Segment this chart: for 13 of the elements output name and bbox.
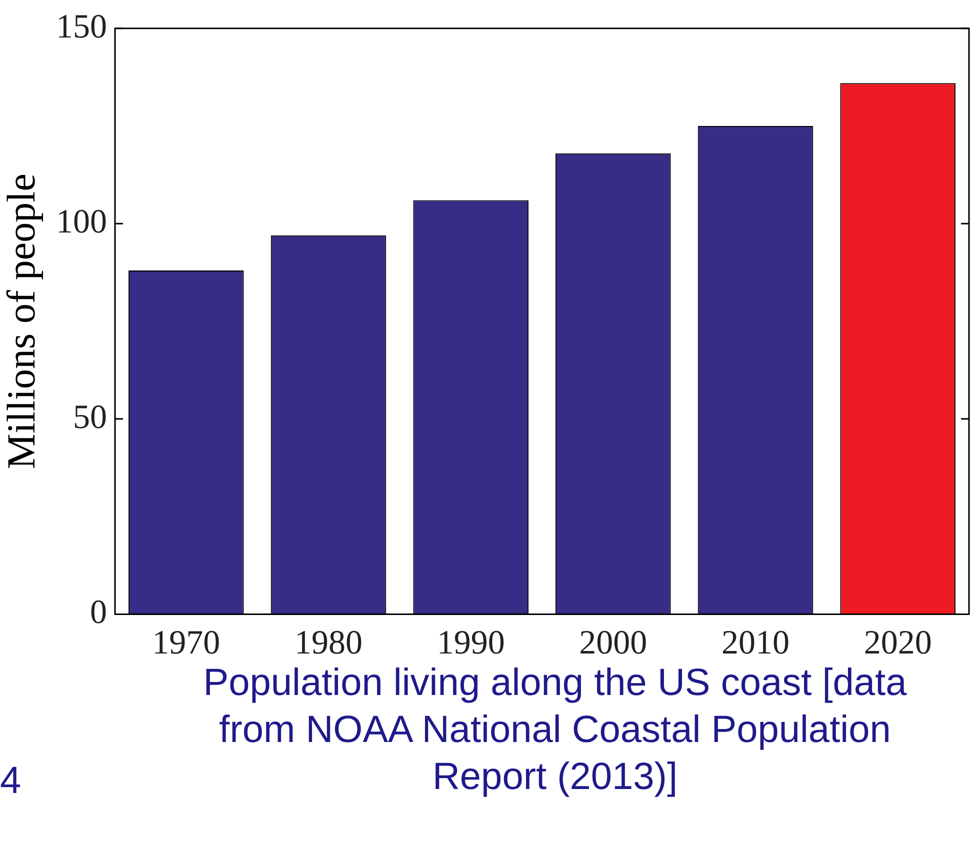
x-tick-label: 2010 (722, 624, 790, 662)
y-tick-label: 150 (56, 8, 107, 46)
y-tick-label: 0 (90, 594, 107, 632)
y-tick-label: 50 (73, 398, 107, 436)
y-tick-label: 100 (56, 204, 107, 241)
x-tick-label: 1970 (152, 624, 220, 662)
text: 4 (0, 760, 22, 803)
text: Population living along the US coast [data from NOAA National Coastal Population Report (2013)] (202, 661, 908, 800)
x-tick-label: 2020 (864, 624, 932, 662)
x-tick-label: 1980 (294, 624, 362, 662)
x-tick-label: 1990 (436, 624, 505, 662)
x-tick-label: 2000 (579, 624, 648, 662)
y-axis-title: Millions of people (0, 174, 44, 470)
